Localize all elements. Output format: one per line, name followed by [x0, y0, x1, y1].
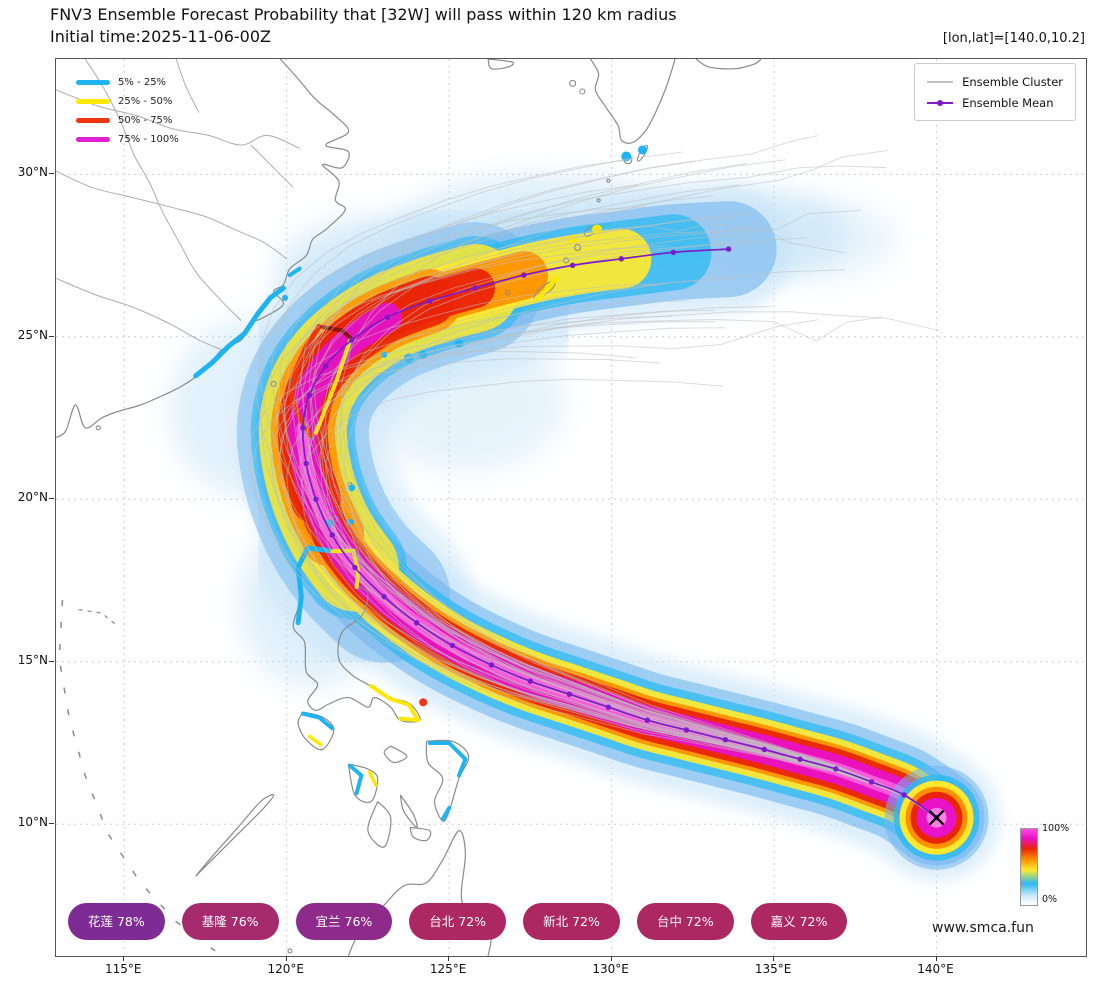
probability-legend-item: 75% - 100%	[76, 130, 179, 149]
probability-legend: 5% - 25% 25% - 50% 50% - 75% 75% - 100%	[76, 73, 179, 149]
map-plot-area: 5% - 25% 25% - 50% 50% - 75% 75% - 100% Ens…	[55, 58, 1087, 957]
y-tick-label: 30°N	[17, 165, 48, 180]
ensemble-mean-track	[300, 246, 940, 821]
y-tick-label: 10°N	[17, 815, 48, 830]
legend-range-label: 25% - 50%	[118, 96, 173, 107]
legend-range-label: 50% - 75%	[118, 115, 173, 126]
x-tick-mark	[123, 956, 125, 961]
x-tick-mark	[448, 956, 450, 961]
legend-color-swatch	[76, 99, 110, 104]
legend-range-label: 75% - 100%	[118, 134, 179, 145]
y-tick-mark	[49, 335, 54, 337]
y-tick-mark	[49, 498, 54, 500]
y-tick-mark	[49, 823, 54, 825]
colorbar-min-label: 0%	[1042, 894, 1058, 905]
y-tick-label: 20°N	[17, 490, 48, 505]
station-probability-badges: 花莲 78% 基隆 76% 宜兰 76% 台北 72% 新北 72% 台中 72% 嘉义 7…	[68, 903, 848, 940]
legend-color-swatch	[76, 80, 110, 85]
station-probability-badge-台中[interactable]: 台中 72%	[636, 903, 734, 940]
ensemble-cluster-tracks	[248, 135, 940, 819]
chart-subtitle: Initial time:2025-11-06-00Z	[50, 27, 271, 46]
y-tick-label: 25°N	[17, 327, 48, 342]
probability-legend-item: 25% - 50%	[76, 92, 179, 111]
chart-title: FNV3 Ensemble Forecast Probability that …	[50, 5, 677, 24]
forecast-map	[56, 59, 1086, 956]
probability-colorbar	[1020, 828, 1038, 906]
legend-color-swatch	[76, 137, 110, 142]
origin-coordinates-label: [lon,lat]=[140.0,10.2]	[942, 31, 1085, 46]
legend-item-ensemble-mean: Ensemble Mean	[927, 92, 1063, 113]
legend-label-cluster: Ensemble Cluster	[962, 74, 1063, 89]
colorbar-max-label: 100%	[1042, 823, 1070, 834]
legend-range-label: 5% - 25%	[118, 77, 167, 88]
x-tick-label: 140°E	[917, 962, 954, 976]
station-probability-badge-台北[interactable]: 台北 72%	[409, 903, 507, 940]
mean-dot-icon	[937, 99, 944, 106]
x-tick-label: 125°E	[429, 962, 467, 976]
legend-item-ensemble-cluster: Ensemble Cluster	[927, 71, 1063, 92]
watermark: www.smca.fun	[932, 920, 1034, 936]
station-probability-badge-花莲[interactable]: 花莲 78%	[68, 903, 165, 940]
x-tick-label: 120°E	[267, 962, 304, 976]
y-tick-label: 15°N	[17, 652, 48, 667]
x-tick-mark	[610, 956, 612, 961]
y-tick-mark	[49, 173, 54, 175]
track-legend: Ensemble Cluster Ensemble Mean	[914, 63, 1076, 121]
origin-marker	[928, 809, 945, 826]
x-tick-label: 135°E	[754, 962, 792, 976]
legend-color-swatch	[76, 118, 110, 123]
station-probability-badge-嘉义[interactable]: 嘉义 72%	[750, 903, 848, 940]
probability-plume	[215, 185, 1001, 882]
x-tick-label: 115°E	[104, 962, 142, 976]
x-tick-mark	[773, 956, 775, 961]
cluster-line-swatch	[927, 80, 954, 83]
probability-legend-item: 50% - 75%	[76, 111, 179, 130]
station-probability-badge-宜兰[interactable]: 宜兰 76%	[295, 903, 393, 940]
station-probability-badge-基隆[interactable]: 基隆 76%	[181, 903, 279, 940]
legend-label-mean: Ensemble Mean	[962, 95, 1054, 110]
station-probability-badge-新北[interactable]: 新北 72%	[523, 903, 620, 940]
x-tick-mark	[935, 956, 937, 961]
x-tick-mark	[285, 956, 287, 961]
probability-legend-item: 5% - 25%	[76, 73, 179, 92]
x-tick-label: 130°E	[592, 962, 629, 976]
mean-line-swatch	[927, 99, 954, 106]
y-tick-mark	[49, 660, 54, 662]
